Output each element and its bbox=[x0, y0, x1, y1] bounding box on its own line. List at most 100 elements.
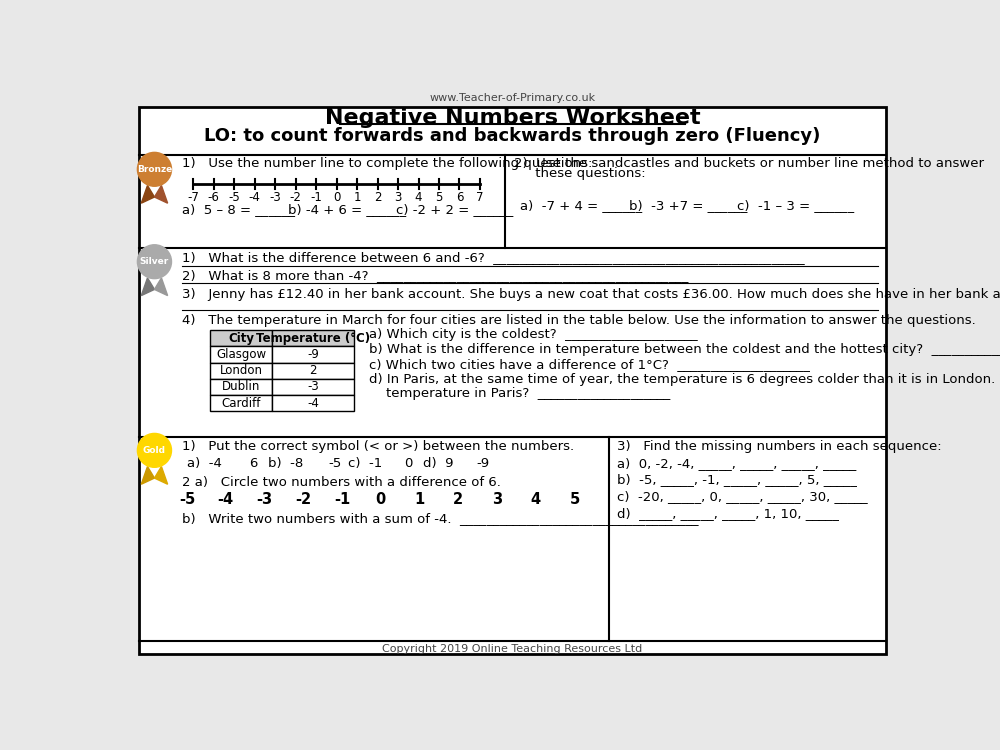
Text: 7: 7 bbox=[476, 190, 484, 204]
Text: -3: -3 bbox=[269, 190, 281, 204]
Text: Glasgow: Glasgow bbox=[216, 348, 266, 361]
Circle shape bbox=[137, 244, 172, 279]
FancyBboxPatch shape bbox=[272, 379, 354, 395]
Polygon shape bbox=[154, 278, 168, 296]
Text: a)  -4: a) -4 bbox=[187, 457, 222, 470]
Text: -3: -3 bbox=[307, 380, 319, 393]
FancyBboxPatch shape bbox=[210, 379, 272, 395]
Text: -5: -5 bbox=[329, 457, 342, 470]
Text: -2: -2 bbox=[290, 190, 302, 204]
Text: 6: 6 bbox=[249, 457, 257, 470]
Text: -9: -9 bbox=[476, 457, 489, 470]
Text: b)  -5, _____, -1, _____, _____, 5, _____: b) -5, _____, -1, _____, _____, 5, _____ bbox=[617, 473, 857, 486]
FancyBboxPatch shape bbox=[272, 346, 354, 362]
Text: 3)   Jenny has £12.40 in her bank account. She buys a new coat that costs £36.00: 3) Jenny has £12.40 in her bank account.… bbox=[182, 288, 1000, 302]
Text: 1)   Use the number line to complete the following questions:: 1) Use the number line to complete the f… bbox=[182, 157, 592, 170]
Text: Temperature (°C): Temperature (°C) bbox=[256, 332, 370, 345]
Circle shape bbox=[452, 455, 469, 472]
Text: 2: 2 bbox=[374, 190, 381, 204]
Text: Silver: Silver bbox=[140, 257, 169, 266]
Text: Negative Numbers Worksheet: Negative Numbers Worksheet bbox=[325, 108, 700, 128]
Text: c) -2 + 2 = ______: c) -2 + 2 = ______ bbox=[396, 202, 514, 216]
Circle shape bbox=[225, 455, 242, 472]
Text: 2: 2 bbox=[309, 364, 317, 377]
Text: Cardiff: Cardiff bbox=[222, 397, 261, 410]
Polygon shape bbox=[141, 278, 154, 296]
Text: -2: -2 bbox=[295, 492, 311, 507]
Text: c)  -1 – 3 = ______: c) -1 – 3 = ______ bbox=[737, 199, 854, 212]
Text: -5: -5 bbox=[228, 190, 240, 204]
Text: b)   Write two numbers with a sum of -4.  ____________________________________: b) Write two numbers with a sum of -4. _… bbox=[182, 512, 698, 524]
Text: b)  -8: b) -8 bbox=[268, 457, 304, 470]
Text: -4: -4 bbox=[218, 492, 234, 507]
Text: 2 a)   Circle two numbers with a difference of 6.: 2 a) Circle two numbers with a differenc… bbox=[182, 476, 500, 489]
Text: 4)   The temperature in March for four cities are listed in the table below. Use: 4) The temperature in March for four cit… bbox=[182, 314, 975, 327]
Polygon shape bbox=[141, 185, 154, 203]
Text: 0: 0 bbox=[404, 457, 412, 470]
Text: 0: 0 bbox=[376, 492, 386, 507]
Text: 4: 4 bbox=[415, 190, 422, 204]
Text: these questions:: these questions: bbox=[514, 167, 646, 181]
Text: 1: 1 bbox=[414, 492, 425, 507]
Text: 3: 3 bbox=[394, 190, 402, 204]
Text: 2)   What is 8 more than -4?  _______________________________________________: 2) What is 8 more than -4? _____________… bbox=[182, 269, 688, 282]
Circle shape bbox=[380, 455, 397, 472]
Text: a)  5 – 8 = ______: a) 5 – 8 = ______ bbox=[182, 202, 295, 216]
Text: -4: -4 bbox=[307, 397, 319, 410]
Polygon shape bbox=[154, 185, 168, 203]
Text: Copyright 2019 Online Teaching Resources Ltd: Copyright 2019 Online Teaching Resources… bbox=[382, 644, 643, 654]
Text: b)  -3 +7 = ______: b) -3 +7 = ______ bbox=[629, 199, 747, 212]
Text: 4: 4 bbox=[531, 492, 541, 507]
Text: City: City bbox=[228, 332, 254, 345]
Text: 5: 5 bbox=[435, 190, 443, 204]
FancyBboxPatch shape bbox=[272, 395, 354, 411]
Polygon shape bbox=[141, 466, 154, 484]
Text: d)  _____, _____, _____, 1, 10, _____: d) _____, _____, _____, 1, 10, _____ bbox=[617, 507, 839, 520]
Text: d)  9: d) 9 bbox=[423, 457, 454, 470]
FancyBboxPatch shape bbox=[210, 395, 272, 411]
Text: -3: -3 bbox=[256, 492, 273, 507]
Text: Gold: Gold bbox=[143, 446, 166, 454]
Text: -7: -7 bbox=[187, 190, 199, 204]
Text: 3)   Find the missing numbers in each sequence:: 3) Find the missing numbers in each sequ… bbox=[617, 440, 942, 453]
Text: a)  0, -2, -4, _____, _____, _____, _____: a) 0, -2, -4, _____, _____, _____, _____ bbox=[617, 457, 856, 470]
Text: -6: -6 bbox=[208, 190, 220, 204]
Text: 0: 0 bbox=[333, 190, 340, 204]
Text: b) What is the difference in temperature between the coldest and the hottest cit: b) What is the difference in temperature… bbox=[369, 343, 1000, 356]
FancyBboxPatch shape bbox=[210, 330, 272, 346]
Circle shape bbox=[137, 433, 172, 467]
Text: 2: 2 bbox=[453, 492, 463, 507]
Text: -9: -9 bbox=[307, 348, 319, 361]
Text: www.Teacher-of-Primary.co.uk: www.Teacher-of-Primary.co.uk bbox=[429, 93, 596, 103]
Text: 1)   What is the difference between 6 and -6?  _________________________________: 1) What is the difference between 6 and … bbox=[182, 251, 804, 264]
FancyBboxPatch shape bbox=[210, 362, 272, 379]
Text: b) -4 + 6 = ______: b) -4 + 6 = ______ bbox=[288, 202, 406, 216]
Text: -1: -1 bbox=[310, 190, 322, 204]
Text: -1: -1 bbox=[334, 492, 350, 507]
Text: 5: 5 bbox=[569, 492, 580, 507]
Text: c)  -1: c) -1 bbox=[348, 457, 382, 470]
FancyBboxPatch shape bbox=[210, 346, 272, 362]
Text: c) Which two cities have a difference of 1°C?  ____________________: c) Which two cities have a difference of… bbox=[369, 358, 810, 370]
Text: 2)  Use the sandcastles and buckets or number line method to answer: 2) Use the sandcastles and buckets or nu… bbox=[514, 157, 984, 170]
Text: d) In Paris, at the same time of year, the temperature is 6 degrees colder than : d) In Paris, at the same time of year, t… bbox=[369, 373, 1000, 386]
Text: -5: -5 bbox=[179, 492, 195, 507]
Circle shape bbox=[137, 152, 172, 186]
Polygon shape bbox=[154, 466, 168, 484]
Text: 1)   Put the correct symbol (< or >) between the numbers.: 1) Put the correct symbol (< or >) betwe… bbox=[182, 440, 574, 453]
Text: Bronze: Bronze bbox=[137, 165, 172, 174]
Text: 6: 6 bbox=[456, 190, 463, 204]
Text: c)  -20, _____, 0, _____, _____, 30, _____: c) -20, _____, 0, _____, _____, 30, ____… bbox=[617, 490, 868, 503]
Text: -4: -4 bbox=[249, 190, 261, 204]
Text: Dublin: Dublin bbox=[222, 380, 260, 393]
Text: LO: to count forwards and backwards through zero (Fluency): LO: to count forwards and backwards thro… bbox=[204, 128, 821, 146]
FancyBboxPatch shape bbox=[272, 362, 354, 379]
FancyBboxPatch shape bbox=[272, 330, 354, 346]
Text: 1: 1 bbox=[353, 190, 361, 204]
Text: a) Which city is the coldest?  ____________________: a) Which city is the coldest? __________… bbox=[369, 328, 698, 341]
Circle shape bbox=[305, 455, 322, 472]
Text: temperature in Paris?  ____________________: temperature in Paris? __________________… bbox=[369, 387, 670, 400]
Text: London: London bbox=[220, 364, 263, 377]
Text: 3: 3 bbox=[492, 492, 502, 507]
FancyBboxPatch shape bbox=[139, 107, 886, 654]
